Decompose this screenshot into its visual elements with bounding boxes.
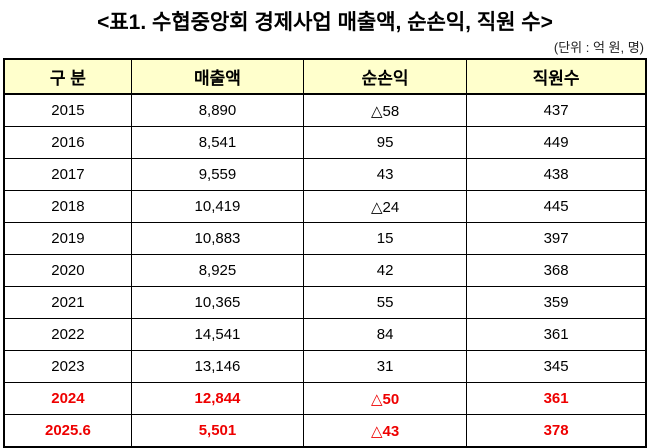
table-cell: 13,146 [130, 350, 305, 383]
table-cell: 2015 [3, 93, 132, 127]
table-cell: 361 [466, 382, 647, 415]
table-cell: 43 [303, 158, 468, 191]
table-cell: 9,559 [130, 158, 305, 191]
table-row: 2025.6 5,501 △43 378 [3, 414, 647, 448]
table-cell: △43 [303, 414, 468, 448]
table-cell: 55 [303, 286, 468, 319]
table-title: <표1. 수협중앙회 경제사업 매출액, 순손익, 직원 수> [97, 11, 553, 34]
table-cell: 8,890 [130, 93, 305, 127]
table-cell: 12,844 [130, 382, 305, 415]
table-cell: 10,419 [130, 190, 305, 223]
table-cell: 2020 [3, 254, 132, 287]
header-cell: 구 분 [3, 58, 132, 95]
table-cell: 2024 [3, 382, 132, 415]
table-cell: 2017 [3, 158, 132, 191]
table-cell: 84 [303, 318, 468, 351]
table-row: 2024 12,844 △50 361 [3, 382, 647, 415]
table-cell: 2023 [3, 350, 132, 383]
table-cell: 345 [466, 350, 647, 383]
table-cell: 2021 [3, 286, 132, 319]
table-row: 2019 10,883 15 397 [3, 222, 647, 255]
table-cell: 359 [466, 286, 647, 319]
table-cell: 449 [466, 126, 647, 159]
header-cell: 순손익 [303, 58, 468, 95]
table-row: 2020 8,925 42 368 [3, 254, 647, 287]
table-cell: 445 [466, 190, 647, 223]
table-cell: 8,541 [130, 126, 305, 159]
unit-note: (단위 : 억 원, 명) [553, 40, 644, 55]
table-row: 2017 9,559 43 438 [3, 158, 647, 191]
table-cell: 368 [466, 254, 647, 287]
table-cell: 42 [303, 254, 468, 287]
table-cell: △58 [303, 93, 468, 127]
table-cell: △50 [303, 382, 468, 415]
table-cell: 438 [466, 158, 647, 191]
table-cell: 2022 [3, 318, 132, 351]
table-cell: 378 [466, 414, 647, 448]
table-cell: 361 [466, 318, 647, 351]
table-cell: △24 [303, 190, 468, 223]
table-cell: 10,883 [130, 222, 305, 255]
table-cell: 437 [466, 93, 647, 127]
table-cell: 5,501 [130, 414, 305, 448]
table-row: 2021 10,365 55 359 [3, 286, 647, 319]
table-cell: 8,925 [130, 254, 305, 287]
header-row: 구 분 매출액 순손익 직원수 [3, 58, 647, 95]
table-row: 2015 8,890 △58 437 [3, 93, 647, 127]
table-cell: 95 [303, 126, 468, 159]
table-cell: 10,365 [130, 286, 305, 319]
header-cell: 직원수 [466, 58, 647, 95]
table-cell: 2019 [3, 222, 132, 255]
header-cell: 매출액 [130, 58, 305, 95]
table-row: 2016 8,541 95 449 [3, 126, 647, 159]
table-cell: 15 [303, 222, 468, 255]
table-cell: 2016 [3, 126, 132, 159]
table-row: 2023 13,146 31 345 [3, 350, 647, 383]
table-row: 2022 14,541 84 361 [3, 318, 647, 351]
table-cell: 31 [303, 350, 468, 383]
table-cell: 2025.6 [3, 414, 132, 448]
table-cell: 397 [466, 222, 647, 255]
data-table: 구 분 매출액 순손익 직원수 2015 8,890 △58 437 2016 8,541… [3, 58, 647, 448]
table-cell: 14,541 [130, 318, 305, 351]
table-row: 2018 10,419 △24 445 [3, 190, 647, 223]
table-cell: 2018 [3, 190, 132, 223]
